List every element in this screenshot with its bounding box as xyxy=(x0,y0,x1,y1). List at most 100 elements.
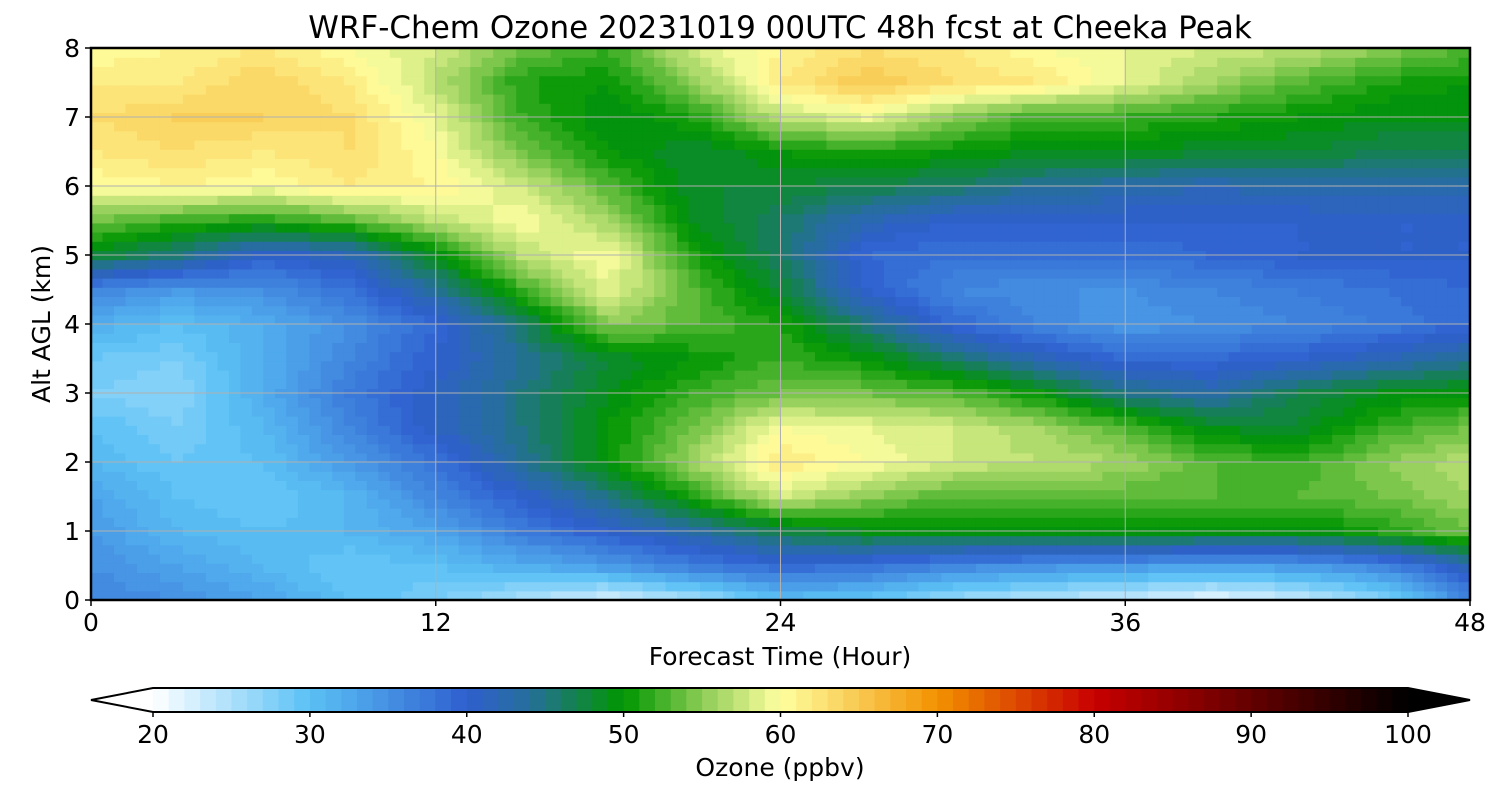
contour-cell xyxy=(148,222,161,233)
contour-cell xyxy=(906,535,919,546)
contour-cell xyxy=(263,370,276,380)
contour-cell xyxy=(217,222,230,233)
contour-cell xyxy=(1424,241,1437,251)
contour-cell xyxy=(769,535,782,546)
contour-cell xyxy=(320,498,333,509)
contour-cell xyxy=(1447,379,1460,389)
contour-cell xyxy=(493,590,506,600)
contour-cell xyxy=(194,480,207,491)
contour-cell xyxy=(286,222,299,233)
contour-cell xyxy=(964,471,977,481)
contour-cell xyxy=(746,434,759,445)
contour-cell xyxy=(481,314,494,325)
contour-cell xyxy=(1343,222,1356,233)
contour-cell xyxy=(837,268,851,279)
contour-cell xyxy=(435,434,448,445)
contour-cell xyxy=(1079,241,1092,251)
contour-cell xyxy=(895,360,908,371)
contour-cell xyxy=(746,425,759,435)
contour-cell xyxy=(1090,333,1103,343)
contour-cell xyxy=(194,434,207,445)
contour-cell xyxy=(746,278,759,288)
contour-cell xyxy=(1458,397,1470,408)
contour-cell xyxy=(251,416,264,426)
contour-cell xyxy=(665,305,678,316)
contour-cell xyxy=(619,517,632,527)
contour-cell xyxy=(251,572,264,583)
contour-cell xyxy=(826,324,839,334)
contour-cell xyxy=(1251,397,1264,408)
contour-cell xyxy=(550,452,563,463)
contour-cell xyxy=(895,213,908,224)
contour-cell xyxy=(619,462,632,472)
contour-cell xyxy=(1090,544,1103,555)
contour-cell xyxy=(194,360,207,371)
contour-cell xyxy=(274,305,287,316)
contour-cell xyxy=(217,489,230,500)
contour-cell xyxy=(1251,517,1264,527)
contour-cell xyxy=(929,462,942,472)
contour-cell xyxy=(1309,314,1322,325)
contour-cell xyxy=(366,305,379,316)
contour-cell xyxy=(1194,480,1207,491)
contour-cell xyxy=(860,397,874,408)
contour-cell xyxy=(251,324,264,334)
contour-cell xyxy=(998,314,1011,325)
contour-cell xyxy=(1458,581,1470,592)
contour-cell xyxy=(481,517,494,527)
contour-cell xyxy=(550,480,563,491)
contour-cell xyxy=(424,434,437,445)
contour-cell xyxy=(596,287,609,297)
contour-cell xyxy=(642,480,655,491)
contour-cell xyxy=(1355,222,1368,233)
contour-cell xyxy=(1458,452,1470,463)
contour-cell xyxy=(205,351,219,362)
contour-cell xyxy=(826,342,839,353)
contour-cell xyxy=(136,443,150,454)
contour-cell xyxy=(412,351,425,362)
contour-cell xyxy=(343,314,356,325)
contour-cell xyxy=(780,278,793,288)
contour-cell xyxy=(1424,416,1437,426)
contour-cell xyxy=(550,268,563,279)
contour-cell xyxy=(539,342,552,353)
contour-cell xyxy=(1056,517,1069,527)
contour-cell xyxy=(91,379,104,389)
contour-cell xyxy=(1228,544,1241,555)
contour-cell xyxy=(286,397,299,408)
contour-cell xyxy=(343,259,356,270)
contour-cell xyxy=(320,535,333,546)
contour-cell xyxy=(1320,489,1333,500)
contour-cell xyxy=(734,462,747,472)
contour-cell xyxy=(1136,434,1149,445)
contour-cell xyxy=(665,278,678,288)
contour-cell xyxy=(1194,443,1207,454)
contour-cell xyxy=(952,351,965,362)
contour-cell xyxy=(1263,379,1276,389)
contour-cell xyxy=(1401,360,1414,371)
contour-cell xyxy=(251,544,264,555)
contour-cell xyxy=(573,296,586,307)
contour-cell xyxy=(539,379,552,389)
contour-cell xyxy=(883,462,897,472)
contour-cell xyxy=(872,287,885,297)
contour-cell xyxy=(113,572,127,583)
contour-cell xyxy=(539,443,552,454)
contour-cell xyxy=(1044,590,1057,600)
contour-cell xyxy=(608,471,621,481)
contour-cell xyxy=(1159,517,1172,527)
contour-cell xyxy=(1102,351,1115,362)
contour-cell xyxy=(665,342,678,353)
contour-cell xyxy=(1159,324,1172,334)
contour-cell xyxy=(906,416,919,426)
contour-cell xyxy=(906,232,919,242)
contour-cell xyxy=(964,434,977,445)
contour-cell xyxy=(424,462,437,472)
contour-cell xyxy=(91,397,104,408)
contour-cell xyxy=(952,489,965,500)
contour-cell xyxy=(182,232,196,242)
contour-cell xyxy=(470,397,483,408)
contour-cell xyxy=(814,498,828,509)
contour-cell xyxy=(504,259,517,270)
contour-cell xyxy=(631,232,644,242)
